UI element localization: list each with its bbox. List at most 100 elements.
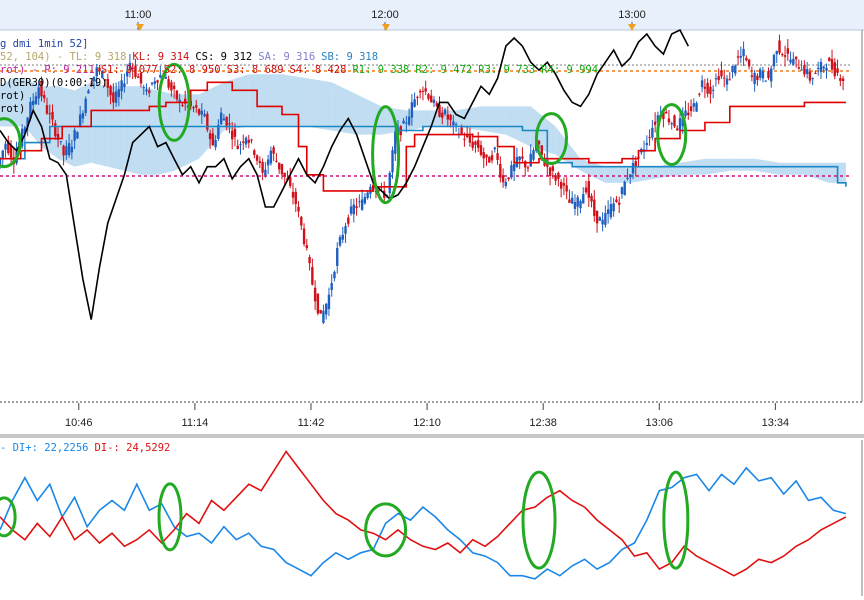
candle-body — [87, 90, 90, 94]
leg3-item: R4: 9 994 — [541, 64, 599, 76]
di-plus-line — [0, 466, 847, 580]
candle-body — [195, 105, 198, 108]
candle-body — [786, 48, 790, 54]
candle-body — [236, 145, 239, 149]
candle-body — [167, 79, 170, 88]
x-tick-label: 13:34 — [762, 417, 790, 429]
candle-body — [150, 82, 154, 85]
candle-body — [720, 70, 723, 77]
candle-body — [344, 226, 347, 234]
candle-body — [264, 169, 267, 176]
candle-body — [366, 192, 369, 198]
candle-body — [51, 111, 54, 120]
candle-body — [595, 210, 599, 224]
candle-body — [706, 82, 709, 94]
leg2-item: CS: 9 312 — [195, 51, 253, 63]
candle-body — [770, 68, 773, 82]
candle-body — [778, 40, 781, 53]
candle-body — [653, 121, 657, 125]
candle-body — [62, 145, 65, 156]
pane-divider[interactable] — [0, 434, 864, 438]
ichimoku-cloud-segment — [306, 78, 332, 131]
leg2-item: SA: 9 316 — [258, 51, 316, 63]
candle-body — [208, 133, 212, 140]
candle-body — [443, 109, 447, 114]
candle-body — [31, 100, 35, 106]
candle-body — [277, 162, 281, 170]
ichimoku-cloud-segment — [580, 158, 606, 183]
candle-body — [698, 93, 701, 95]
leg2-item: 52, 104) - TL: 9 318 — [0, 51, 127, 63]
candle-body — [7, 140, 10, 154]
candle-body — [421, 90, 425, 92]
candle-body — [609, 204, 613, 218]
top-time-axis — [0, 0, 864, 30]
candle-body — [504, 181, 508, 187]
candle-body — [192, 107, 195, 109]
candle-body — [576, 197, 579, 207]
top-time-label: 13:00 — [618, 9, 646, 21]
candle-body — [717, 76, 720, 81]
candle-body — [651, 127, 654, 138]
legend-line-1: g dmi 1min 52] — [0, 38, 95, 51]
candle-body — [794, 56, 798, 60]
candle-body — [723, 77, 726, 79]
candle-body — [446, 114, 450, 120]
ichimoku-cloud-segment — [729, 158, 755, 171]
candle-body — [78, 114, 82, 127]
candle-body — [758, 69, 762, 78]
ichimoku-cloud-segment — [804, 162, 830, 183]
candle-body — [73, 130, 76, 141]
candle-body — [407, 116, 411, 125]
candle-body — [109, 85, 112, 96]
candle-body — [634, 161, 637, 168]
candle-body — [360, 199, 364, 210]
candle-body — [692, 103, 696, 107]
candle-body — [352, 204, 356, 215]
ichimoku-cloud-segment — [223, 74, 249, 131]
candle-body — [803, 65, 806, 75]
candle-body — [750, 75, 754, 77]
candle-body — [9, 145, 13, 158]
highlight-ellipse — [656, 103, 688, 167]
candle-body — [114, 91, 118, 103]
candle-body — [452, 121, 455, 126]
candle-body — [814, 73, 817, 75]
candle-body — [507, 177, 510, 180]
price-pane — [0, 28, 850, 325]
candle-body — [81, 113, 85, 119]
candle-body — [673, 115, 676, 127]
leg3-item: S4: 8 428 — [289, 64, 347, 76]
candle-body — [496, 153, 499, 160]
candle-body — [477, 140, 480, 148]
candle-body — [206, 113, 209, 130]
candle-body — [330, 283, 333, 291]
candle-body — [300, 216, 303, 226]
candle-body — [413, 99, 416, 107]
event-marker — [628, 24, 636, 31]
candle-body — [316, 293, 320, 314]
candle-body — [200, 110, 203, 115]
candle-body — [582, 194, 585, 204]
candle-body — [775, 51, 778, 55]
candle-body — [164, 76, 168, 79]
x-axis-ticks: 10:46 11:14 11:42 12:10 12:38 13:06 13:34 — [65, 403, 789, 429]
candle-body — [123, 83, 126, 88]
candle-body — [817, 67, 820, 69]
candle-body — [689, 106, 693, 112]
leg4-item: D(GER30)(0:00:19) — [0, 77, 108, 89]
ichimoku-cloud-segment — [605, 166, 631, 183]
candle-body — [529, 153, 532, 167]
candle-body — [153, 81, 156, 84]
candle-body — [1, 150, 4, 160]
candle-body — [764, 80, 767, 82]
candle-body — [189, 100, 192, 107]
candle-body — [532, 150, 535, 160]
candle-body — [145, 89, 148, 92]
candle-body — [26, 117, 29, 127]
top-time-ticks: 11:00 12:00 13:00 — [125, 9, 646, 31]
candle-body — [54, 123, 57, 137]
candle-body — [266, 159, 270, 166]
